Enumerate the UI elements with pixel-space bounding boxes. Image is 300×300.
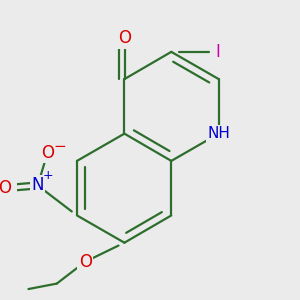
Text: O: O [0,179,11,197]
Text: I: I [215,43,220,61]
Text: N: N [32,176,44,194]
Text: O: O [79,253,92,271]
Text: O: O [41,144,54,162]
Text: NH: NH [207,126,230,141]
Text: +: + [42,169,53,182]
Text: −: − [53,139,66,154]
Text: O: O [118,29,131,47]
